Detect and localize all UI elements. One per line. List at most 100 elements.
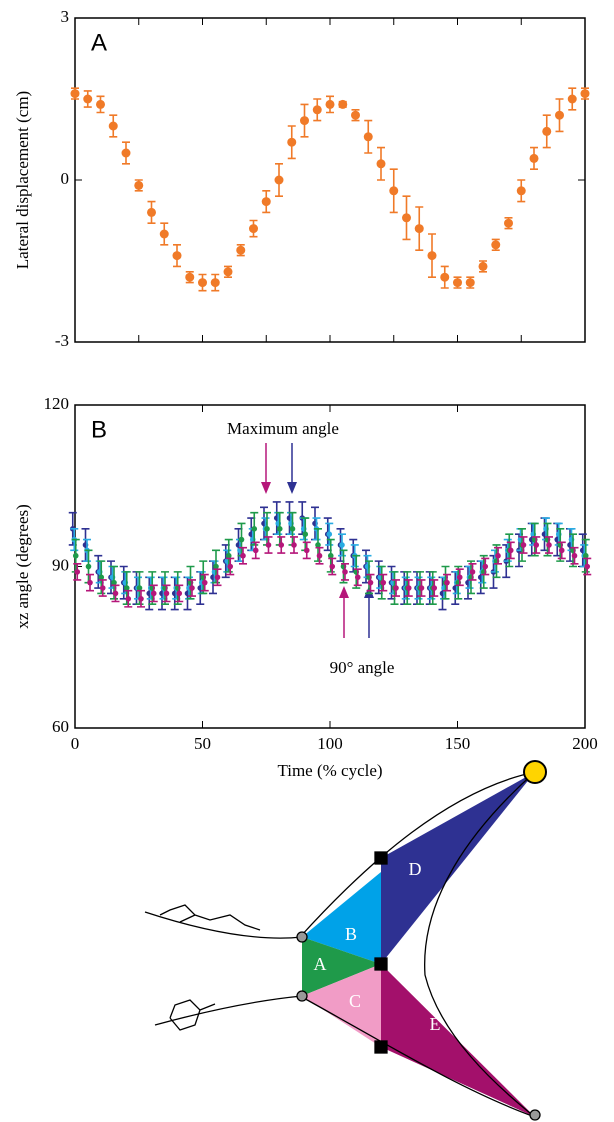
data-point bbox=[302, 531, 309, 537]
data-point bbox=[83, 94, 93, 104]
data-point bbox=[72, 552, 79, 559]
data-point bbox=[329, 563, 336, 570]
data-point bbox=[223, 267, 233, 277]
data-point bbox=[150, 590, 157, 597]
data-point bbox=[289, 526, 296, 532]
data-point bbox=[339, 542, 345, 548]
annotation: Maximum angle bbox=[227, 419, 339, 438]
data-point bbox=[558, 547, 565, 554]
data-point bbox=[555, 110, 564, 120]
data-point bbox=[542, 126, 552, 136]
data-point bbox=[380, 579, 387, 586]
data-point bbox=[249, 224, 258, 234]
data-point bbox=[405, 585, 412, 591]
y-tick-label: -3 bbox=[55, 331, 69, 350]
data-point bbox=[354, 574, 361, 581]
data-point bbox=[251, 526, 258, 532]
data-point bbox=[163, 590, 170, 597]
data-point bbox=[582, 552, 589, 559]
data-point bbox=[367, 579, 374, 586]
data-point bbox=[98, 574, 105, 581]
data-point bbox=[453, 278, 462, 288]
data-point bbox=[85, 563, 92, 570]
data-point bbox=[172, 251, 182, 261]
plot-frame bbox=[74, 17, 586, 343]
data-point bbox=[363, 132, 373, 142]
region-label: B bbox=[345, 924, 357, 944]
data-point bbox=[225, 552, 232, 559]
data-point bbox=[431, 585, 438, 591]
y-tick-label: 0 bbox=[61, 169, 70, 188]
y-tick-label: 3 bbox=[61, 7, 70, 26]
data-point bbox=[389, 186, 399, 196]
data-point bbox=[444, 579, 450, 586]
data-point bbox=[287, 137, 297, 147]
data-point bbox=[136, 585, 143, 591]
data-point bbox=[112, 590, 119, 597]
data-point bbox=[123, 585, 130, 591]
data-point bbox=[108, 121, 118, 131]
data-point bbox=[303, 547, 310, 554]
data-point bbox=[338, 99, 348, 109]
y-tick-label: 60 bbox=[52, 717, 69, 736]
data-point bbox=[520, 542, 527, 548]
data-point bbox=[238, 536, 245, 543]
region-label: D bbox=[409, 859, 422, 879]
data-point bbox=[316, 552, 323, 559]
data-point bbox=[227, 563, 234, 570]
data-point bbox=[491, 240, 501, 250]
data-point bbox=[210, 278, 220, 288]
region-label: A bbox=[314, 954, 327, 974]
data-point bbox=[376, 159, 386, 169]
data-point bbox=[456, 574, 463, 581]
data-point bbox=[342, 569, 348, 575]
data-point bbox=[176, 590, 183, 597]
data-point bbox=[252, 547, 259, 554]
data-point bbox=[351, 110, 360, 120]
data-point bbox=[121, 148, 131, 158]
panel-label: A bbox=[91, 29, 107, 56]
data-point bbox=[74, 569, 81, 575]
data-point bbox=[580, 89, 590, 99]
annotation: 90° angle bbox=[330, 658, 395, 677]
x-tick-label: 50 bbox=[194, 734, 211, 753]
data-point bbox=[427, 251, 437, 261]
region-label: C bbox=[349, 991, 361, 1011]
data-point bbox=[138, 596, 144, 602]
data-point bbox=[326, 531, 333, 537]
data-point bbox=[134, 180, 144, 190]
tail-diagram bbox=[144, 760, 547, 1121]
data-point bbox=[312, 105, 322, 115]
data-point bbox=[327, 552, 334, 559]
data-point bbox=[189, 585, 195, 591]
data-point bbox=[276, 526, 283, 532]
data-point bbox=[495, 552, 501, 559]
data-point bbox=[315, 542, 321, 548]
data-point bbox=[159, 229, 169, 239]
data-point bbox=[70, 89, 80, 99]
data-point bbox=[236, 245, 246, 255]
y-tick-label: 120 bbox=[44, 394, 70, 413]
x-tick-label: 0 bbox=[71, 734, 80, 753]
x-tick-label: 100 bbox=[317, 734, 343, 753]
y-axis-label: Lateral displacement (cm) bbox=[13, 91, 32, 269]
data-point bbox=[278, 542, 285, 548]
data-point bbox=[87, 579, 93, 586]
data-point bbox=[418, 585, 425, 591]
x-axis-label: Time (% cycle) bbox=[277, 761, 382, 780]
data-point bbox=[504, 218, 513, 228]
data-point bbox=[482, 563, 489, 570]
y-axis-label: xz angle (degrees) bbox=[13, 504, 32, 629]
data-point bbox=[507, 547, 514, 554]
data-point bbox=[325, 99, 335, 109]
annotation-arrows bbox=[261, 443, 374, 638]
region-label: E bbox=[430, 1014, 441, 1034]
data-point bbox=[440, 272, 450, 282]
data-point bbox=[99, 585, 106, 591]
data-point bbox=[414, 224, 424, 234]
data-point bbox=[300, 116, 309, 126]
x-tick-label: 200 bbox=[572, 734, 598, 753]
data-point bbox=[402, 213, 411, 223]
data-point bbox=[265, 542, 272, 548]
